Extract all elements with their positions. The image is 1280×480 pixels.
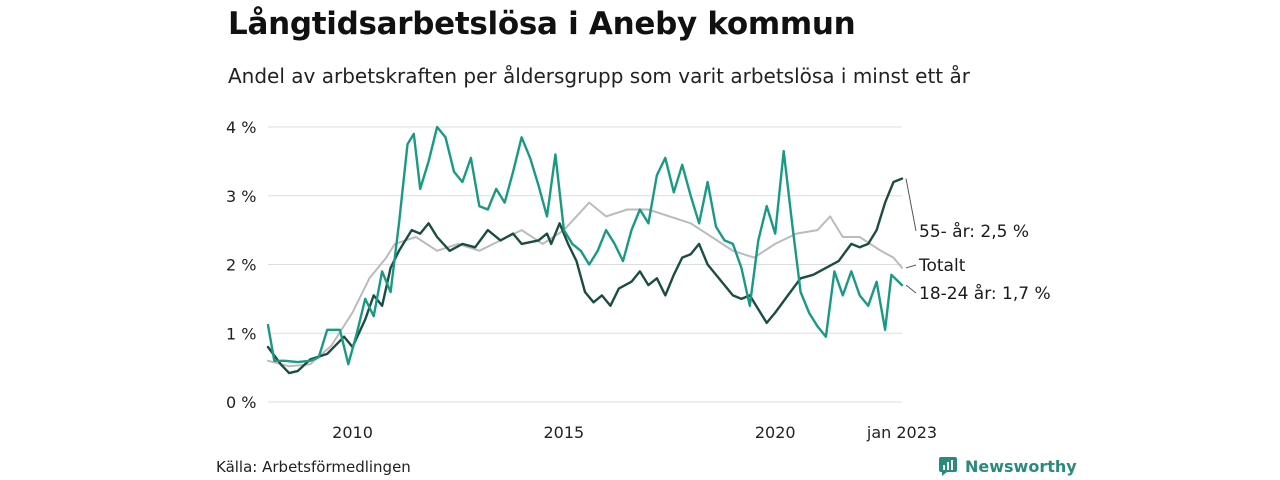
series-line-youth	[266, 125, 904, 366]
y-tick-label: 1 %	[226, 324, 256, 343]
leader-line-total	[905, 264, 917, 269]
x-tick-label: 2020	[755, 423, 796, 442]
leader-line-senior	[905, 178, 917, 232]
series-label-total: Totalt	[918, 256, 966, 276]
series-label-youth: 18-24 år: 1,7 %	[919, 283, 1051, 304]
leader-line-youth	[905, 284, 917, 294]
x-tick-label: 2010	[332, 423, 373, 442]
source-note: Källa: Arbetsförmedlingen	[216, 458, 411, 476]
gridlines	[268, 126, 902, 403]
series-lines	[266, 125, 904, 375]
brand-name: Newsworthy	[965, 456, 1077, 476]
x-axis-ticks: 2010 2015 2020 jan 2023	[332, 423, 937, 442]
chart-title: Långtidsarbetslösa i Aneby kommun	[228, 6, 856, 42]
x-tick-label: jan 2023	[866, 423, 937, 442]
series-line-total	[267, 201, 903, 368]
series-line-senior	[266, 177, 904, 375]
y-tick-label: 0 %	[226, 393, 256, 412]
chart-subtitle: Andel av arbetskraften per åldersgrupp s…	[228, 64, 970, 88]
y-tick-label: 3 %	[226, 187, 256, 206]
series-end-labels: 55- år: 2,5 % Totalt 18-24 år: 1,7 %	[905, 178, 1051, 304]
y-tick-label: 4 %	[226, 118, 256, 137]
newsworthy-logo-icon	[939, 457, 957, 476]
y-axis-ticks: 0 % 1 % 2 % 3 % 4 %	[226, 118, 256, 412]
series-label-senior: 55- år: 2,5 %	[919, 221, 1029, 242]
brand-logo-block: Newsworthy	[938, 456, 1077, 476]
y-tick-label: 2 %	[226, 256, 256, 275]
x-tick-label: 2015	[544, 423, 585, 442]
